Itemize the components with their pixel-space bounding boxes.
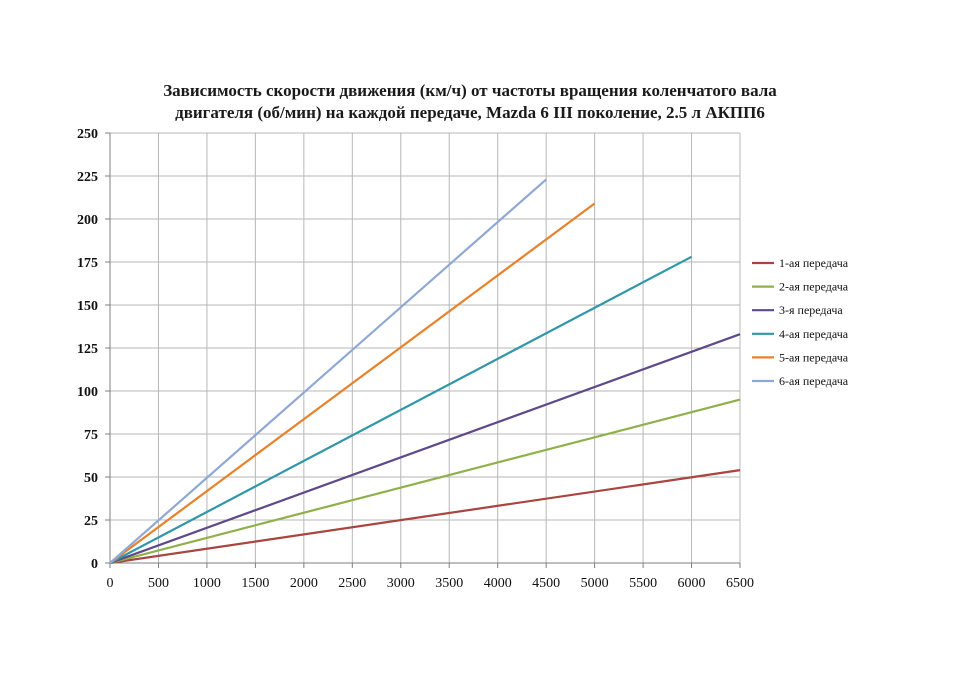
tick-labels: 0 500 1000 1500 2000 2500 3000 3500 4000 4500 5000…: [77, 127, 754, 591]
x-tick-label: 3000: [387, 576, 415, 591]
y-tick-label: 50: [84, 471, 98, 486]
legend-item-4: 4-ая передача: [752, 327, 849, 341]
x-tick-label: 2500: [338, 576, 366, 591]
x-tick-label: 2000: [290, 576, 318, 591]
x-tick-label: 1500: [241, 576, 269, 591]
grid: [110, 132, 741, 563]
y-tick-label: 25: [84, 514, 98, 529]
legend-label: 2-ая передача: [779, 280, 849, 294]
legend: 1-ая передача 2-ая передача 3-я передача 4-…: [752, 256, 849, 388]
x-tick-label: 3500: [435, 576, 463, 591]
legend-item-5: 5-ая передача: [752, 350, 849, 364]
y-tick-label: 0: [91, 557, 98, 572]
legend-item-6: 6-ая передача: [752, 374, 849, 388]
legend-item-2: 2-ая передача: [752, 280, 849, 294]
y-tick-label: 100: [77, 385, 98, 400]
y-tick-label: 125: [77, 342, 98, 357]
legend-item-1: 1-ая передача: [752, 256, 849, 270]
legend-label: 5-ая передача: [779, 350, 849, 364]
x-tick-label: 4000: [484, 576, 512, 591]
series-line-6: [109, 178, 547, 564]
y-tick-label: 200: [77, 213, 98, 228]
axes: [105, 132, 741, 568]
y-tick-label: 150: [77, 299, 98, 314]
chart-title-line-1: Зависимость скорости движения (км/ч) от …: [163, 81, 777, 100]
series-line-3: [109, 333, 741, 565]
y-tick-label: 175: [77, 256, 98, 271]
legend-label: 1-ая передача: [779, 256, 849, 270]
x-tick-label: 5500: [629, 576, 657, 591]
series-line-1: [109, 469, 741, 565]
x-tick-label: 6500: [726, 576, 754, 591]
x-tick-label: 4500: [532, 576, 560, 591]
x-tick-label: 5000: [581, 576, 609, 591]
series-line-2: [109, 398, 741, 565]
y-tick-label: 225: [77, 170, 98, 185]
y-tick-label: 250: [77, 127, 98, 142]
series-line-5: [109, 202, 596, 564]
chart-title-line-2: двигателя (об/мин) на каждой передаче, M…: [175, 103, 765, 122]
legend-label: 3-я передача: [779, 303, 843, 317]
x-tick-label: 0: [107, 576, 114, 591]
x-tick-label: 6000: [678, 576, 706, 591]
series-line-4: [109, 255, 693, 564]
legend-label: 6-ая передача: [779, 374, 849, 388]
x-tick-label: 1000: [193, 576, 221, 591]
series-lines: [109, 178, 741, 565]
chart-title: Зависимость скорости движения (км/ч) от …: [0, 80, 940, 124]
y-tick-label: 75: [84, 428, 98, 443]
legend-label: 4-ая передача: [779, 327, 849, 341]
legend-item-3: 3-я передача: [752, 303, 843, 317]
x-tick-label: 500: [148, 576, 169, 591]
